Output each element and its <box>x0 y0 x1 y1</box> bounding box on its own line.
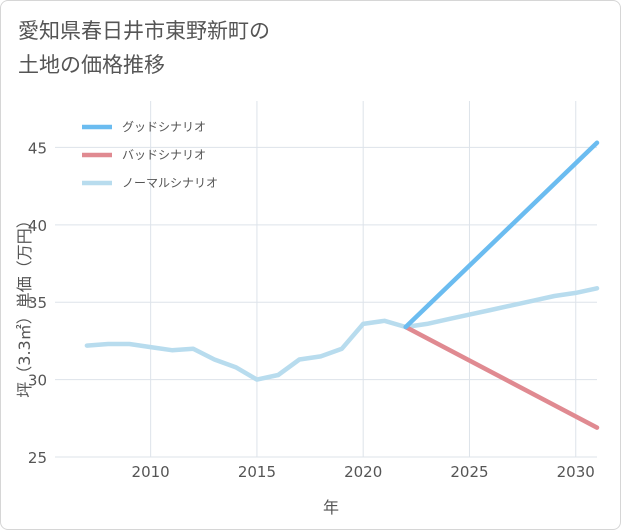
chart-title-line-2: 土地の価格推移 <box>18 53 165 77</box>
x-tick-label: 2020 <box>344 463 382 481</box>
chart-title-line-1: 愛知県春日井市東野新町の <box>18 19 270 43</box>
y-tick-label: 40 <box>28 217 47 235</box>
x-tick-label: 2010 <box>132 463 170 481</box>
x-tick-label: 2025 <box>450 463 488 481</box>
y-axis-title: 坪（3.3㎡）単価（万円） <box>15 212 34 397</box>
tick-labels: 2010 2015 2020 2025 2030 25 30 35 40 45 <box>28 139 595 481</box>
series-lines <box>84 140 600 430</box>
series-line-0 <box>403 140 600 330</box>
chart-title: 愛知県春日井市東野新町の 土地の価格推移 <box>18 14 270 82</box>
legend-label: グッドシナリオ <box>122 120 206 134</box>
y-tick-label: 45 <box>28 139 47 157</box>
y-tick-label: 35 <box>28 294 47 312</box>
x-tick-label: 2030 <box>557 463 595 481</box>
y-tick-label: 30 <box>28 372 47 390</box>
legend-label: バッドシナリオ <box>122 148 206 162</box>
series-line-2 <box>84 286 600 382</box>
legend-label: ノーマルシナリオ <box>122 176 218 190</box>
x-tick-label: 2015 <box>238 463 276 481</box>
y-tick-label: 25 <box>28 449 47 467</box>
plot-area <box>55 101 597 457</box>
x-axis-title: 年 <box>323 498 339 517</box>
series-line-1 <box>403 324 600 430</box>
